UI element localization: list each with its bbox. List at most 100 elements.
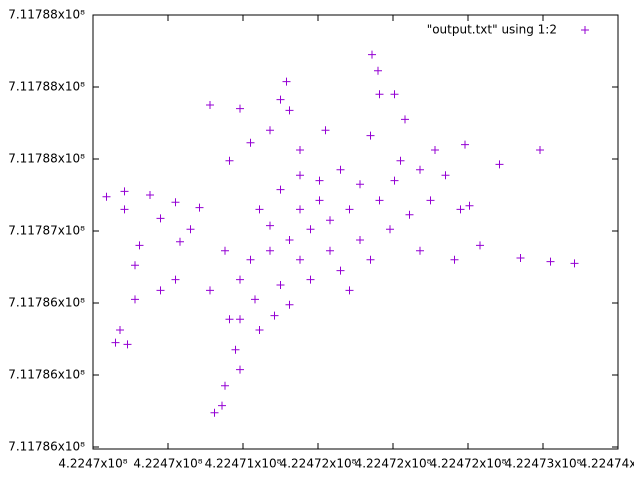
point — [315, 196, 324, 205]
x-tick-label: 4.22472x10⁸ — [355, 457, 432, 471]
point — [390, 90, 399, 99]
point — [536, 146, 544, 154]
legend-label: "output.txt" using 1:2 — [427, 23, 557, 37]
point — [326, 216, 334, 225]
point — [236, 365, 244, 374]
point — [266, 246, 274, 255]
point — [345, 205, 354, 214]
y-tick-label: 7.11786x10⁸ — [8, 440, 85, 454]
point — [306, 225, 315, 234]
point — [221, 381, 229, 390]
point — [285, 300, 294, 309]
point — [375, 196, 384, 205]
point — [236, 104, 244, 113]
point — [156, 214, 165, 223]
point — [221, 246, 229, 255]
point — [171, 275, 180, 284]
point — [276, 281, 285, 289]
point — [416, 246, 424, 255]
point — [146, 191, 154, 199]
point — [123, 340, 132, 349]
point — [336, 165, 345, 174]
point — [570, 259, 579, 268]
point — [296, 171, 304, 180]
point — [416, 165, 424, 174]
point — [516, 254, 525, 262]
point — [111, 338, 120, 347]
point — [356, 236, 364, 244]
point — [431, 146, 439, 154]
point — [236, 315, 244, 324]
point — [210, 408, 219, 417]
point — [368, 50, 376, 59]
point — [225, 315, 234, 324]
point — [231, 345, 240, 354]
point — [465, 201, 474, 210]
point — [236, 275, 244, 284]
point — [321, 126, 330, 135]
point — [461, 140, 469, 149]
point — [206, 101, 214, 109]
y-tick-label: 7.11786x10⁸ — [8, 368, 85, 382]
point — [345, 286, 354, 295]
point — [336, 266, 345, 275]
point — [206, 286, 214, 295]
point — [266, 221, 274, 230]
legend-symbol — [581, 26, 589, 34]
point — [396, 156, 405, 165]
point — [495, 160, 504, 169]
point — [441, 171, 450, 180]
point — [401, 115, 409, 124]
point — [296, 255, 304, 264]
point — [156, 286, 165, 295]
y-tick-label: 7.11787x10⁸ — [8, 224, 85, 238]
y-tick-label: 7.11786x10⁸ — [8, 296, 85, 310]
point — [171, 198, 180, 207]
y-tick-label: 7.11788x10⁸ — [8, 80, 85, 94]
x-tick-label: 4.22472x10⁸ — [280, 457, 357, 471]
point — [186, 225, 195, 234]
point — [285, 236, 294, 244]
point — [296, 146, 304, 154]
point — [285, 106, 294, 115]
point — [131, 261, 139, 270]
point — [426, 196, 435, 205]
point — [476, 241, 484, 250]
point — [306, 275, 315, 284]
point — [276, 185, 285, 194]
point — [366, 255, 375, 264]
point — [255, 326, 264, 334]
point — [135, 241, 144, 250]
point — [255, 205, 264, 214]
point — [246, 138, 255, 147]
point — [366, 131, 375, 140]
point — [131, 295, 139, 304]
y-tick-label: 7.11788x10⁸ — [8, 8, 85, 22]
point — [102, 192, 111, 201]
point — [386, 225, 394, 234]
point — [218, 401, 226, 410]
point — [450, 255, 459, 264]
point — [266, 126, 274, 135]
point — [251, 295, 259, 304]
point — [374, 66, 382, 75]
point — [246, 255, 255, 264]
point — [282, 77, 291, 86]
point — [120, 205, 129, 214]
point — [390, 176, 399, 185]
point — [375, 90, 384, 99]
point — [356, 180, 364, 189]
x-tick-label: 4.2247x10⁸ — [58, 457, 127, 471]
point — [456, 205, 465, 214]
point — [116, 326, 124, 334]
x-tick-label: 4.22473x10⁸ — [505, 457, 582, 471]
point — [225, 156, 234, 165]
y-tick-label: 7.11788x10⁸ — [8, 152, 85, 166]
point — [195, 203, 204, 212]
point — [326, 246, 334, 255]
point — [176, 237, 184, 246]
point — [296, 205, 304, 214]
x-tick-label: 4.2247x10⁸ — [133, 457, 202, 471]
point — [276, 95, 285, 104]
